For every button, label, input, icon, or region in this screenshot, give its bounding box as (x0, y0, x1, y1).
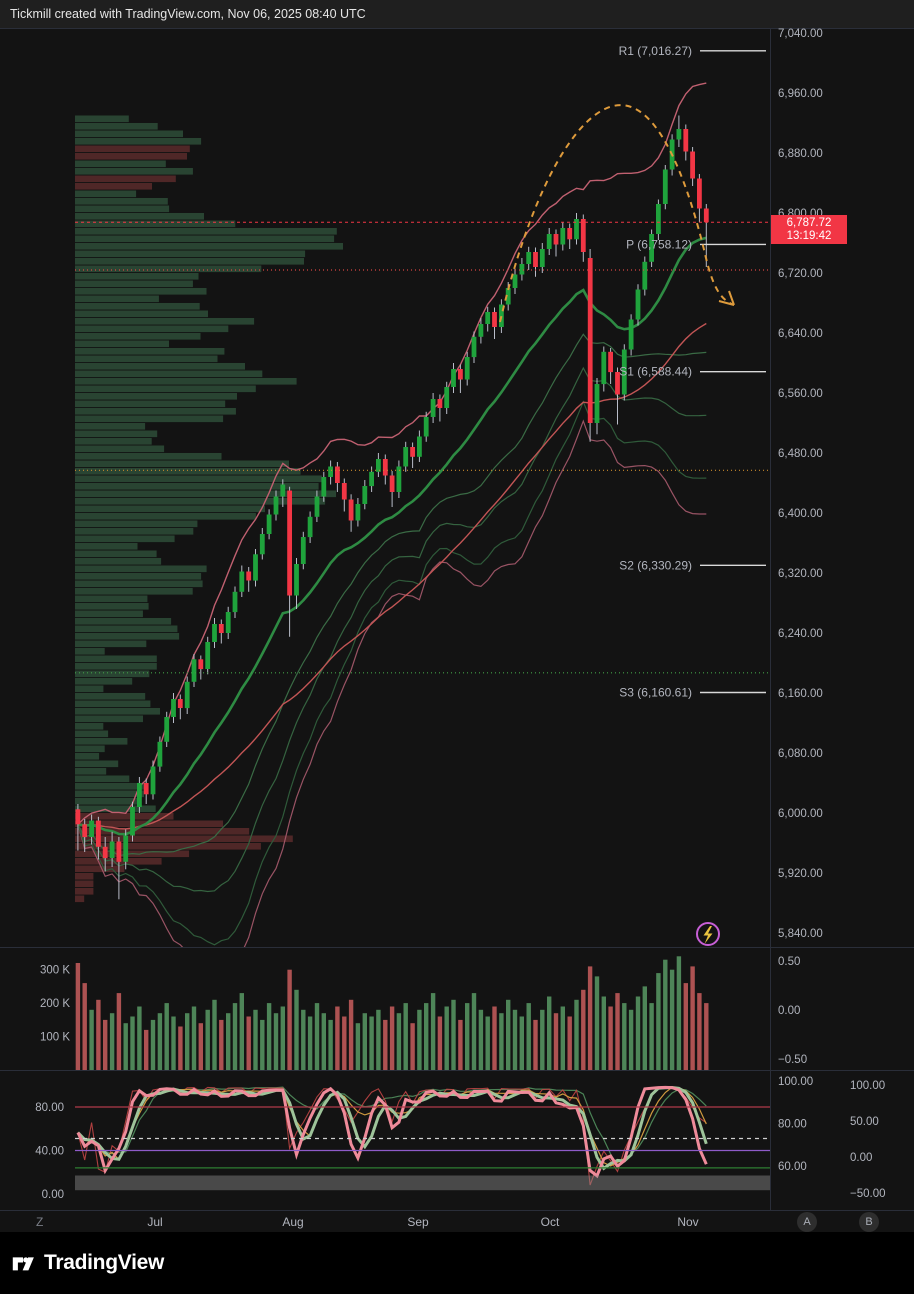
oscillator-axis-label: 40.00 (35, 1146, 64, 1158)
boost-lightning-icon[interactable] (696, 922, 720, 946)
attribution-bar: Tickmill created with TradingView.com, N… (0, 0, 914, 28)
month-label: Aug (282, 1215, 304, 1229)
last-price-tag: 6,787.72 13:19:42 (771, 215, 847, 244)
price-axis-label: 5,840.00 (778, 928, 823, 940)
volume-right-axis-label: 0.50 (778, 956, 800, 968)
price-axis-label: 6,320.00 (778, 568, 823, 580)
month-label: Sep (407, 1215, 429, 1229)
oscillator-right-outer-label: 0.00 (850, 1152, 872, 1164)
button-a[interactable]: A (797, 1212, 817, 1232)
oscillator-lines (76, 1085, 708, 1186)
price-axis-label: 5,920.00 (778, 868, 823, 880)
pivot-label: S1 (6,588.44) (619, 365, 692, 379)
oscillator-axis-label: 80.00 (35, 1102, 64, 1114)
price-axis-label: 6,240.00 (778, 628, 823, 640)
volume-axis-label: 300 K (40, 965, 70, 977)
last-price-value: 6,787.72 (786, 216, 832, 229)
price-axis-label: 6,960.00 (778, 88, 823, 100)
month-label: Nov (677, 1215, 699, 1229)
timezone-label[interactable]: Z (36, 1215, 44, 1229)
price-axis[interactable]: 7,040.006,960.006,880.006,800.006,720.00… (35, 28, 885, 1201)
oscillator-right-inner-label: 80.00 (778, 1119, 807, 1131)
price-axis-label: 6,000.00 (778, 808, 823, 820)
volume-axis-label: 200 K (40, 998, 70, 1010)
pivot-label: R1 (7,016.27) (619, 44, 692, 58)
oscillator-right-outer-label: 100.00 (850, 1080, 885, 1092)
oscillator-right-outer-label: 50.00 (850, 1116, 879, 1128)
pane-borders (0, 28, 914, 1232)
pivot-label: S2 (6,330.29) (619, 558, 692, 572)
tradingview-brand[interactable]: TradingView (44, 1251, 165, 1274)
volume-right-axis-label: 0.00 (778, 1005, 800, 1017)
month-label: Oct (540, 1215, 560, 1229)
price-axis-label: 6,160.00 (778, 688, 823, 700)
attribution-text: Tickmill created with TradingView.com, N… (10, 7, 366, 21)
tradingview-logo-icon[interactable] (10, 1250, 36, 1276)
oscillator-axis-label: 0.00 (42, 1189, 64, 1201)
volume-profile (75, 115, 343, 903)
month-label: Jul (147, 1215, 163, 1229)
oscillator-right-outer-label: −50.00 (850, 1188, 886, 1200)
price-axis-label: 6,640.00 (778, 328, 823, 340)
price-axis-label: 6,080.00 (778, 748, 823, 760)
price-axis-label: 6,560.00 (778, 388, 823, 400)
oscillator-band (75, 1175, 770, 1191)
price-axis-label: 6,400.00 (778, 508, 823, 520)
oscillator-right-inner-label: 60.00 (778, 1161, 807, 1173)
price-axis-label: 6,480.00 (778, 448, 823, 460)
volume-axis-label: 100 K (40, 1032, 70, 1044)
time-axis[interactable]: Z Jul Aug Sep Oct Nov A B (0, 1210, 914, 1233)
arc-annotation[interactable] (499, 104, 735, 323)
overlay-indicator-lines (77, 82, 707, 947)
pivot-label: P (6,758.12) (626, 237, 692, 251)
volume-right-axis-label: −0.50 (778, 1054, 807, 1066)
price-axis-label: 7,040.00 (778, 28, 823, 40)
pivot-label: S3 (6,160.61) (619, 686, 692, 700)
price-axis-label: 6,880.00 (778, 148, 823, 160)
bar-countdown: 13:19:42 (786, 229, 832, 242)
price-axis-label: 6,720.00 (778, 268, 823, 280)
oscillator-right-inner-label: 100.00 (778, 1076, 813, 1088)
volume-bars (75, 956, 709, 1070)
candlestick-series (75, 115, 709, 900)
pivot-levels: R1 (7,016.27) P (6,758.12) S1 (6,588.44) S2… (619, 44, 766, 700)
button-b[interactable]: B (859, 1212, 879, 1232)
footer-bar: TradingView (0, 1232, 914, 1294)
